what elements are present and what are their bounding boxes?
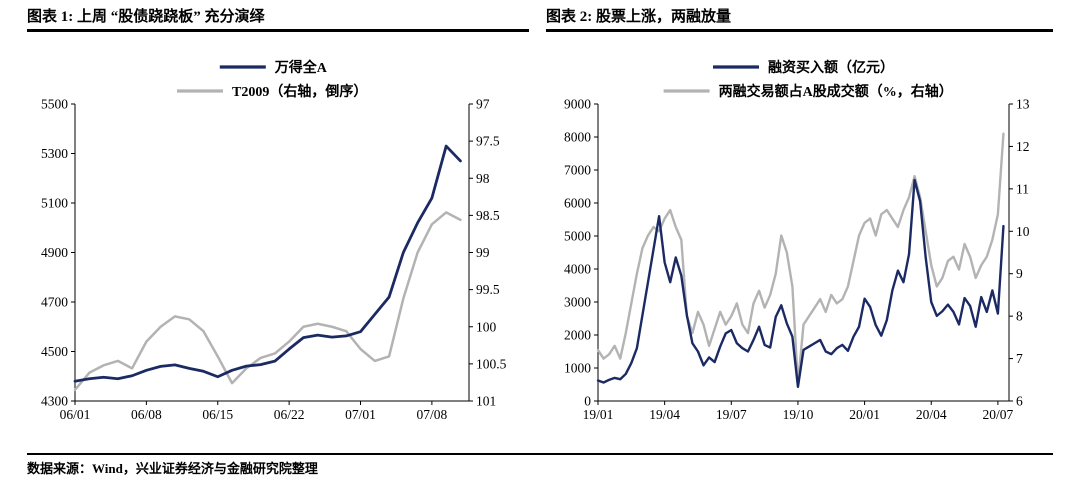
figure-2-block: 图表 2: 股票上涨，两融放量 0 1000 2000 3000 4000 5000 600… <box>546 6 1053 439</box>
series-line-gray <box>596 132 1005 386</box>
legend-label: T2009（右轴，倒序） <box>232 83 367 100</box>
series-line-navy <box>73 144 462 383</box>
figures-row: 图表 1: 上周 “股债跷跷板” 充分演绎 4300 4500 4700 4900 51… <box>27 6 1053 439</box>
x-tick-label: 20/04 <box>916 407 947 422</box>
legend-label: 两融交易额占A股成交额（%，右轴） <box>719 83 953 100</box>
left-tick-label: 0 <box>584 394 591 409</box>
x-tick-label: 19/01 <box>583 407 614 422</box>
series-line-navy <box>596 178 1005 389</box>
right-tick-label: 99.5 <box>476 282 500 297</box>
margin-trading-chart-svg: 0 1000 2000 3000 4000 5000 6000 7000 8000 9000 6 7 8… <box>564 59 1030 422</box>
source-note: 数据来源：Wind，兴业证券经济与金融研究院整理 <box>27 461 318 476</box>
footer-rule <box>27 453 1053 455</box>
right-tick-label: 101 <box>476 394 496 409</box>
right-tick-label: 100.5 <box>476 356 507 371</box>
right-tick-label: 10 <box>1016 224 1030 239</box>
series-line-gray <box>73 211 462 392</box>
figure-2-title-rule <box>546 29 1053 32</box>
right-tick-label: 98.5 <box>476 208 500 223</box>
left-tick-label: 4300 <box>41 394 68 409</box>
right-tick-label: 8 <box>1016 309 1023 324</box>
x-tick-label: 06/08 <box>131 407 162 422</box>
legend-label: 融资买入额（亿元） <box>768 59 894 76</box>
x-tick-label: 19/10 <box>783 407 814 422</box>
right-tick-label: 6 <box>1016 394 1023 409</box>
x-tick-label: 06/22 <box>274 407 305 422</box>
left-tick-label: 2000 <box>564 328 591 343</box>
right-tick-label: 99 <box>476 245 490 260</box>
left-tick-label: 9000 <box>564 97 591 112</box>
left-tick-label: 3000 <box>564 295 591 310</box>
right-tick-label: 9 <box>1016 266 1023 281</box>
figure-2-title: 图表 2: 股票上涨，两融放量 <box>546 9 731 25</box>
x-tick-label: 19/07 <box>716 407 747 422</box>
left-tick-label: 6000 <box>564 196 591 211</box>
x-tick-label: 20/01 <box>849 407 880 422</box>
left-tick-label: 4500 <box>41 344 68 359</box>
left-tick-label: 7000 <box>564 163 591 178</box>
right-tick-label: 12 <box>1016 139 1030 154</box>
right-tick-label: 100 <box>476 319 497 334</box>
figure-2-chart: 0 1000 2000 3000 4000 5000 6000 7000 8000 9000 6 7 8… <box>546 32 1053 439</box>
right-tick-label: 98 <box>476 171 490 186</box>
footer: 数据来源：Wind，兴业证券经济与金融研究院整理 <box>27 453 1053 477</box>
legend-label: 万得全A <box>274 59 328 76</box>
right-tick-label: 11 <box>1016 181 1029 196</box>
right-tick-label: 7 <box>1016 351 1023 366</box>
x-tick-label: 06/01 <box>60 407 91 422</box>
left-tick-label: 4000 <box>564 262 591 277</box>
left-tick-label: 1000 <box>564 361 591 376</box>
figure-1-block: 图表 1: 上周 “股债跷跷板” 充分演绎 4300 4500 4700 4900 51… <box>27 6 529 439</box>
stock-bond-seesaw-chart-svg: 4300 4500 4700 4900 5100 5300 5500 97 97.5 98 98.5… <box>41 59 507 422</box>
left-tick-label: 4700 <box>41 295 68 310</box>
right-tick-label: 97.5 <box>476 134 500 149</box>
x-tick-label: 06/15 <box>202 407 233 422</box>
figure-1-title-rule <box>27 29 529 32</box>
x-tick-label: 20/07 <box>983 407 1014 422</box>
left-tick-label: 4900 <box>41 245 68 260</box>
left-tick-label: 5100 <box>41 196 68 211</box>
right-tick-label: 97 <box>476 97 490 112</box>
x-tick-label: 07/08 <box>417 407 448 422</box>
x-tick-label: 19/04 <box>649 407 680 422</box>
figure-1-title: 图表 1: 上周 “股债跷跷板” 充分演绎 <box>27 9 265 25</box>
left-tick-label: 5000 <box>564 229 591 244</box>
right-tick-label: 13 <box>1016 97 1030 112</box>
left-tick-label: 8000 <box>564 130 591 145</box>
x-tick-label: 07/01 <box>345 407 376 422</box>
figure-1-chart: 4300 4500 4700 4900 5100 5300 5500 97 97.5 98 98.5… <box>27 32 529 439</box>
left-tick-label: 5300 <box>41 146 68 161</box>
left-tick-label: 5500 <box>41 97 68 112</box>
